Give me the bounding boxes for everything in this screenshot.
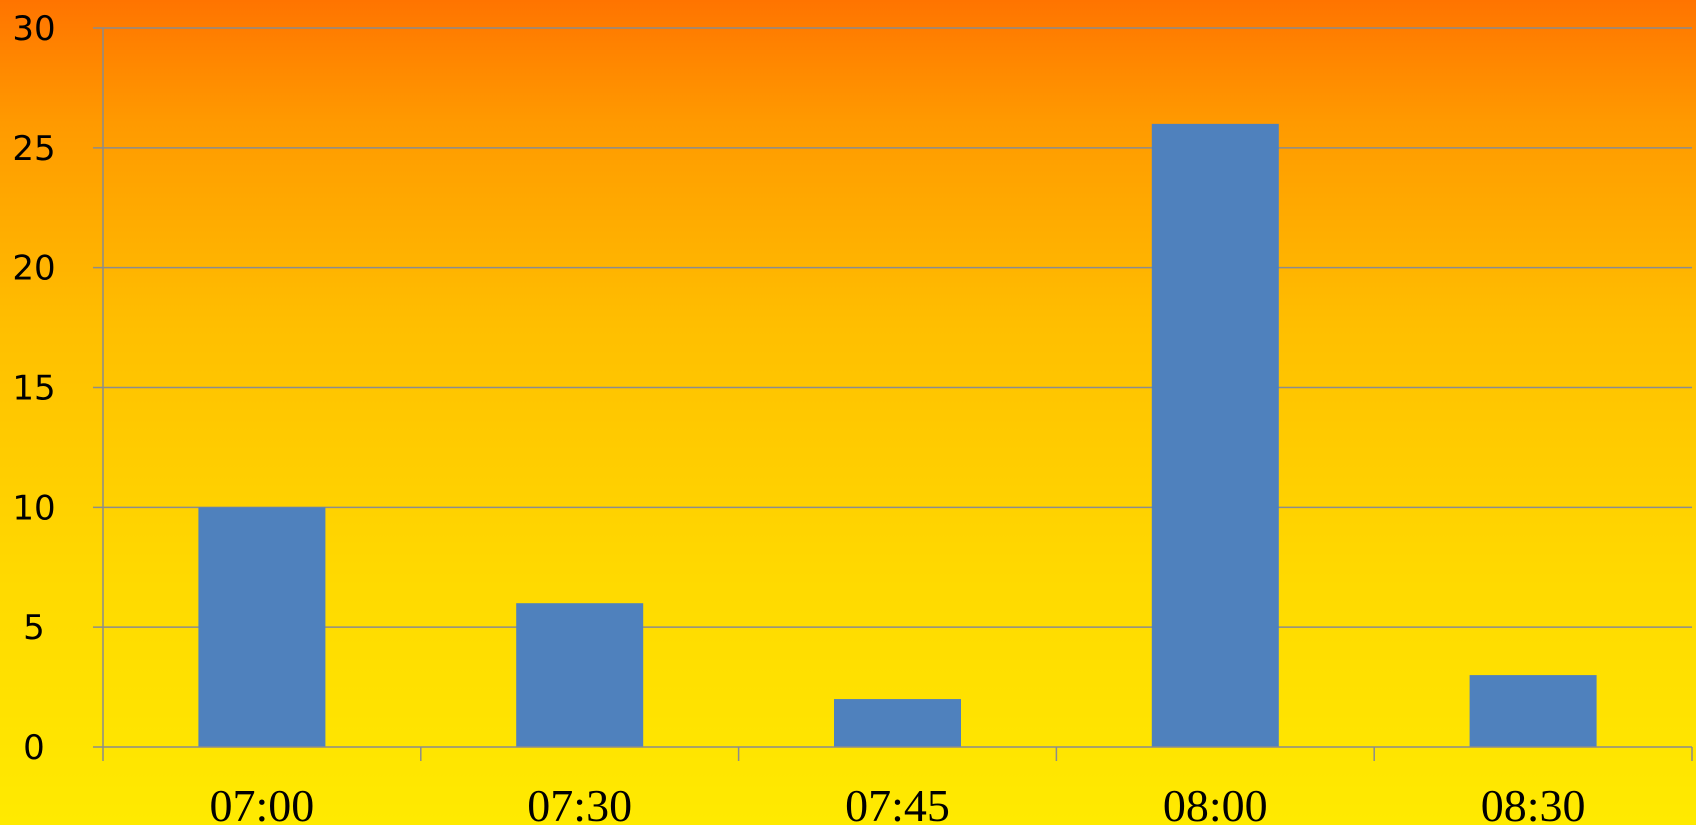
bars: [198, 123, 1597, 747]
bar-0745: [834, 699, 961, 747]
x-tick-label: 07:00: [210, 780, 315, 825]
axes: [93, 28, 1693, 761]
bar-0700: [198, 507, 326, 747]
x-tick-label: 07:45: [845, 780, 950, 825]
x-axis-tick-labels: 07:00 07:30 07:45 08:00 08:30: [210, 780, 1586, 825]
x-tick-label: 07:30: [527, 780, 632, 825]
y-tick-label: 10: [12, 488, 55, 528]
y-tick-label: 0: [23, 728, 45, 768]
y-axis-tick-labels: 0 5 10 15 20 25 30: [12, 9, 55, 768]
x-tick-label: 08:30: [1481, 780, 1586, 825]
bar-0830: [1469, 675, 1597, 747]
bar-0800: [1151, 123, 1279, 747]
y-tick-label: 5: [23, 608, 45, 648]
y-tick-label: 20: [12, 249, 55, 289]
gridlines: [93, 27, 1692, 628]
y-tick-label: 15: [12, 369, 55, 409]
bar-0730: [516, 603, 644, 747]
x-tick-label: 08:00: [1163, 780, 1268, 825]
y-tick-label: 30: [12, 9, 55, 49]
y-tick-label: 25: [12, 129, 55, 169]
